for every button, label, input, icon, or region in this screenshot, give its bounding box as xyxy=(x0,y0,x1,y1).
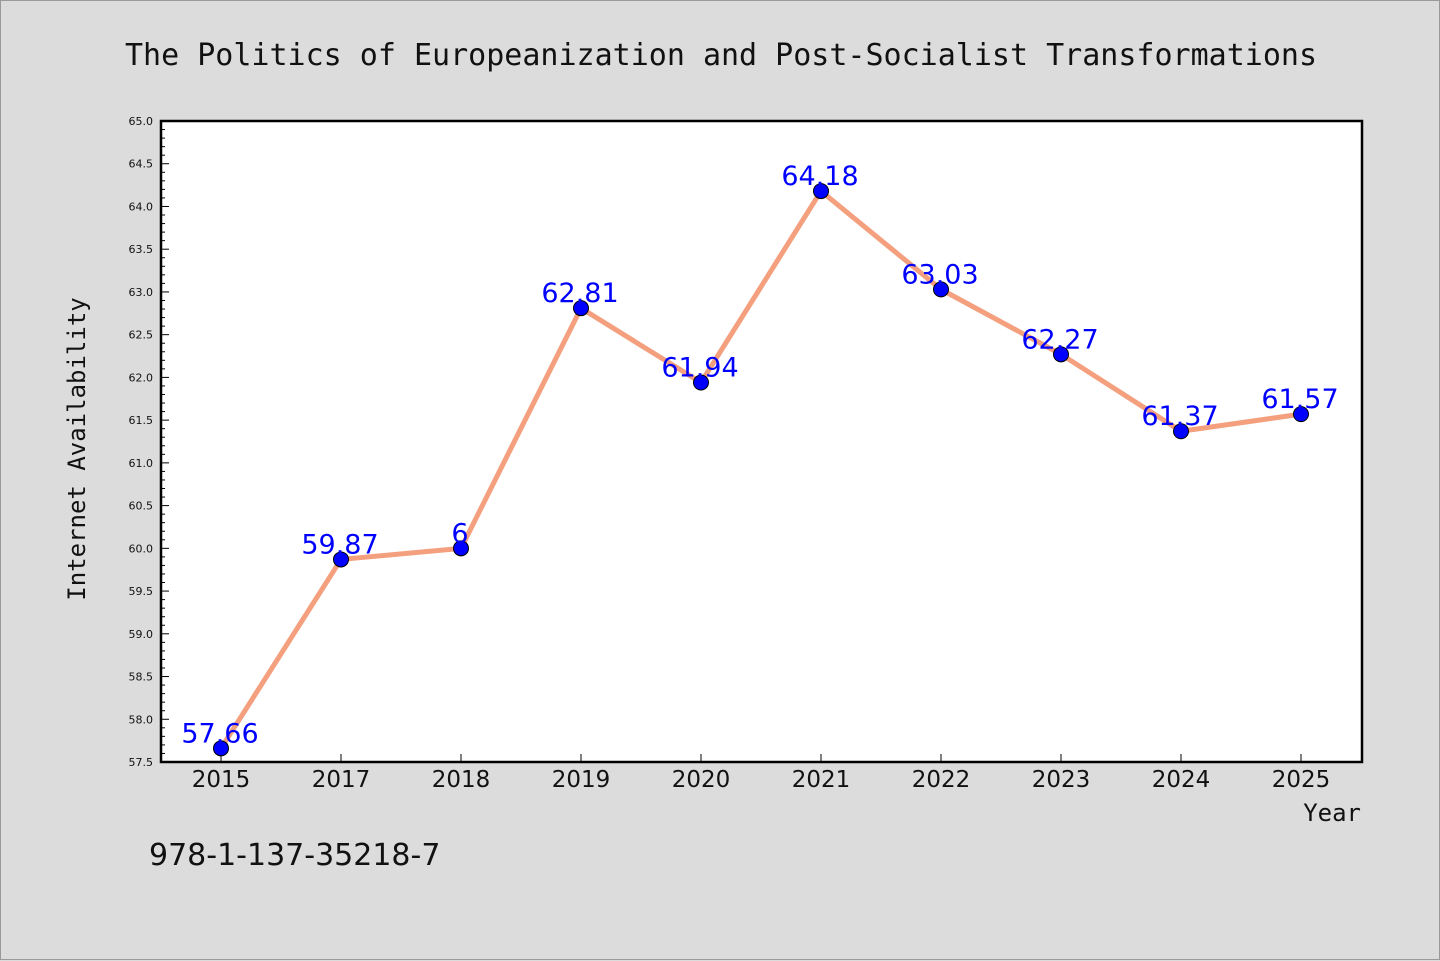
data-point xyxy=(333,551,349,568)
data-point xyxy=(573,300,589,317)
x-tick-label: 2018 xyxy=(432,767,491,793)
data-point xyxy=(1053,346,1069,363)
data-point xyxy=(933,281,949,298)
x-tick-label: 2015 xyxy=(192,767,251,793)
y-tick-label: 62.5 xyxy=(129,329,154,342)
data-label: 59.87 xyxy=(301,529,378,560)
y-tick-label: 60.5 xyxy=(129,500,154,513)
data-label: 6 xyxy=(451,518,468,549)
data-label: 61.37 xyxy=(1141,401,1218,432)
x-tick-label: 2023 xyxy=(1032,767,1091,793)
y-tick-label: 60.0 xyxy=(129,542,154,555)
footer-isbn: 978-1-137-35218-7 xyxy=(149,838,440,873)
x-tick-label: 2025 xyxy=(1272,767,1331,793)
y-tick-label: 58.0 xyxy=(129,713,154,726)
y-axis-label: Internet Availability xyxy=(63,297,91,600)
y-axis: 57.5 58.0 58.5 59.0 59.5 60.0 60.5 61.0 61.5 62.0… xyxy=(129,115,169,769)
data-label: 62.27 xyxy=(1021,324,1098,355)
y-tick-label: 64.5 xyxy=(129,158,154,171)
data-point xyxy=(1173,423,1189,440)
y-tick-label: 62.0 xyxy=(129,371,154,384)
data-point xyxy=(453,540,469,557)
y-tick-label: 57.5 xyxy=(129,756,154,769)
plot-area xyxy=(159,119,1364,764)
y-tick-label: 63.0 xyxy=(129,286,154,299)
data-label: 61.94 xyxy=(661,353,738,384)
x-tick-label: 2022 xyxy=(912,767,971,793)
x-tick-label: 2017 xyxy=(312,767,371,793)
data-point xyxy=(1293,406,1309,423)
data-point xyxy=(813,183,829,200)
data-label: 62.81 xyxy=(541,278,618,309)
chart-title: The Politics of Europeanization and Post… xyxy=(125,38,1317,73)
series-layer xyxy=(213,183,1309,757)
data-label: 63.03 xyxy=(901,259,978,290)
y-tick-label: 61.0 xyxy=(129,457,154,470)
data-label: 64.18 xyxy=(781,161,858,192)
y-tick-label: 64.0 xyxy=(129,200,154,213)
y-tick-label: 63.5 xyxy=(129,243,154,256)
y-tick-label: 58.5 xyxy=(129,671,154,684)
x-tick-label: 2021 xyxy=(792,767,851,793)
data-label: 57.66 xyxy=(181,718,258,749)
y-tick-label: 61.5 xyxy=(129,414,154,427)
x-axis-label: Year xyxy=(1303,799,1361,827)
y-tick-label: 59.0 xyxy=(129,628,154,641)
data-label-layer: 57.66 59.87 6 62.81 61.94 64.18 63.03 62.27 61.3… xyxy=(181,161,1338,749)
y-tick-label: 59.5 xyxy=(129,585,154,598)
series-line xyxy=(218,188,1302,750)
x-tick-label: 2019 xyxy=(552,767,611,793)
x-tick-label: 2020 xyxy=(672,767,731,793)
data-point xyxy=(213,740,229,757)
data-point xyxy=(693,374,709,391)
x-tick-label: 2024 xyxy=(1152,767,1211,793)
data-label: 61.57 xyxy=(1261,384,1338,415)
x-axis: 2015 2017 2018 2019 2020 2021 2022 2023 2024 2025 xyxy=(192,754,1331,793)
y-tick-label: 65.0 xyxy=(129,115,154,128)
